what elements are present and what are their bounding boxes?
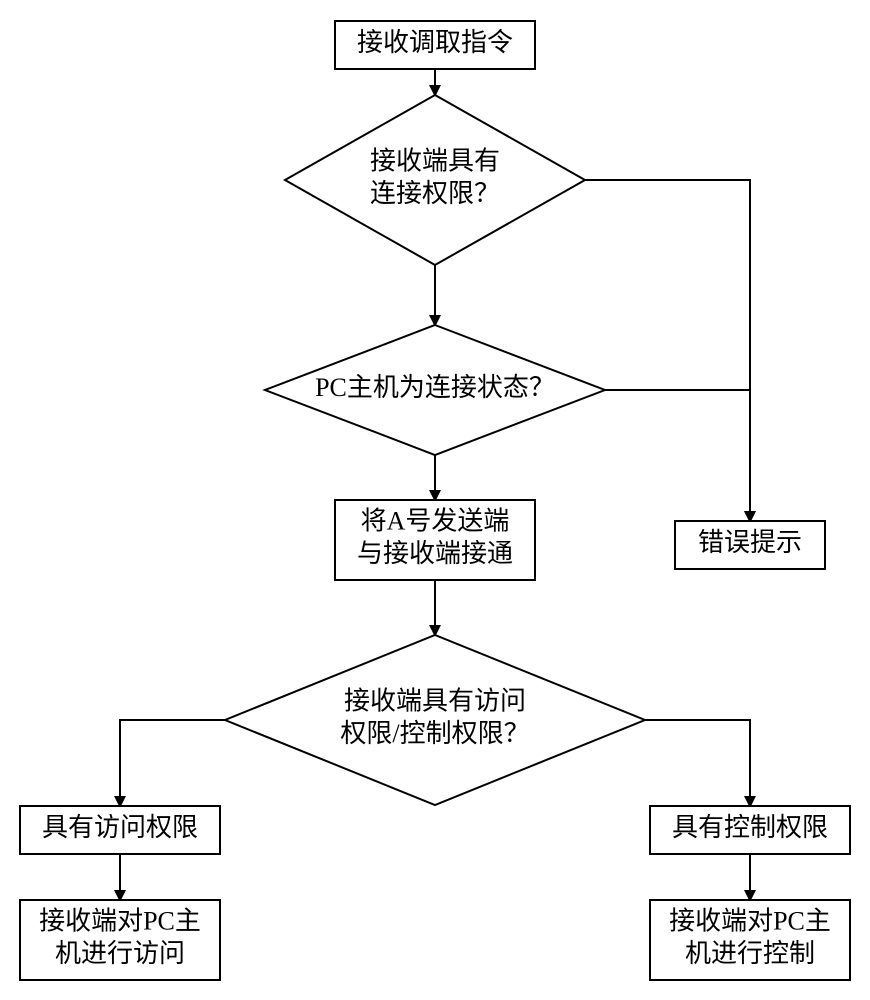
node-text: 机进行访问 [55,939,185,968]
node-text: 机进行控制 [685,939,815,968]
flow-node-n5: 接收端对PC主机进行访问 [20,900,220,980]
node-text: 权限/控制权限？ [340,719,529,748]
flow-node-n3: 具有访问权限 [20,806,220,854]
flow-edge [585,180,750,521]
flowchart-svg: 接收调取指令接收端具有连接权限？ PC主机为连接状态？ 将A号发送端与接收端接通 错误… [0,0,870,1000]
flow-node-n1: 接收调取指令 [335,21,535,69]
flow-edge [605,390,750,521]
node-text: 与接收端接通 [357,539,513,568]
node-text: 具有控制权限 [672,813,828,842]
node-text: 连接权限？ [370,179,500,208]
node-text: 错误提示 [698,528,802,557]
node-text: 具有访问权限 [42,813,198,842]
flow-edge [645,720,750,806]
node-text: 接收端具有 [370,147,500,176]
flow-node-n6: 接收端对PC主机进行控制 [650,900,850,980]
flow-edge [120,720,225,806]
flow-node-n2: 将A号发送端与接收端接通 [335,500,535,580]
flow-node-d1: 接收端具有连接权限？ [285,95,585,265]
node-text: 接收端对PC主 [39,907,201,936]
node-text: 接收端对PC主 [669,907,831,936]
node-text: PC主机为连接状态？ [315,373,555,402]
flow-node-d3: 接收端具有访问权限/控制权限？ [225,635,645,805]
flow-node-n4: 具有控制权限 [650,806,850,854]
flow-node-d2: PC主机为连接状态？ [265,325,605,455]
node-text: 接收调取指令 [357,28,513,57]
node-text: 接收端具有访问 [344,687,526,716]
node-text: 将A号发送端 [361,507,510,536]
flow-node-err: 错误提示 [675,521,825,569]
